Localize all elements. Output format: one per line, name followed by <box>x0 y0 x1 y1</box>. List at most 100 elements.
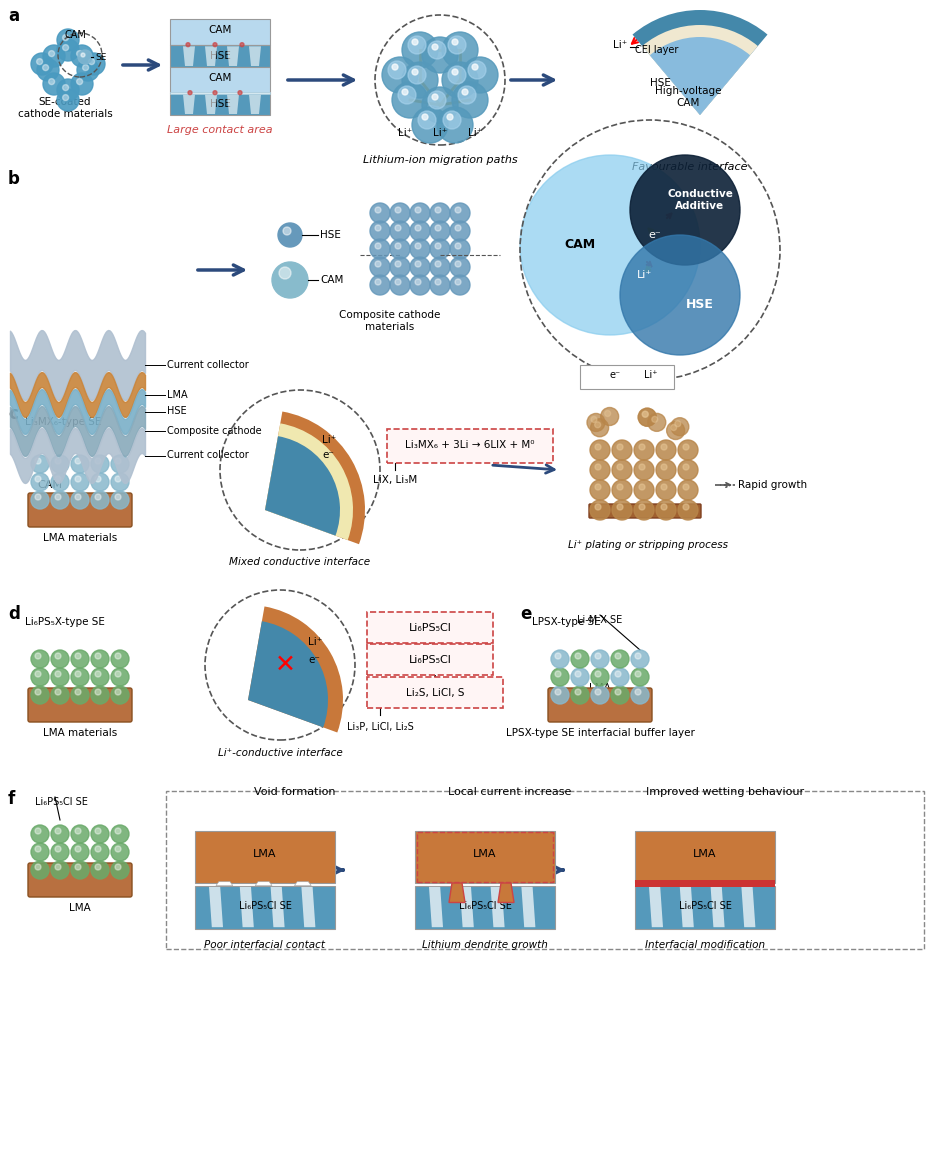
Circle shape <box>63 84 69 90</box>
Circle shape <box>458 85 476 104</box>
Circle shape <box>35 690 41 695</box>
Circle shape <box>63 95 69 100</box>
Circle shape <box>450 258 470 277</box>
Circle shape <box>31 668 49 686</box>
Circle shape <box>75 653 81 660</box>
Circle shape <box>683 484 689 490</box>
FancyBboxPatch shape <box>195 830 335 884</box>
Text: Large contact area: Large contact area <box>167 125 272 135</box>
Circle shape <box>402 89 408 95</box>
Text: e⁻: e⁻ <box>308 655 320 665</box>
Circle shape <box>71 668 89 686</box>
Text: HSE: HSE <box>649 79 671 88</box>
FancyBboxPatch shape <box>387 429 553 463</box>
Text: CEI layer: CEI layer <box>635 45 678 55</box>
Circle shape <box>35 864 41 870</box>
Circle shape <box>462 89 468 95</box>
Circle shape <box>435 261 441 267</box>
Polygon shape <box>522 887 536 927</box>
Circle shape <box>648 413 666 431</box>
FancyBboxPatch shape <box>635 880 775 887</box>
Circle shape <box>430 221 450 241</box>
Circle shape <box>370 275 390 295</box>
Circle shape <box>395 243 401 249</box>
Circle shape <box>57 89 79 111</box>
Text: LMA materials: LMA materials <box>43 728 118 738</box>
Circle shape <box>78 50 92 64</box>
Circle shape <box>450 203 470 223</box>
Circle shape <box>410 239 430 259</box>
Circle shape <box>412 39 418 45</box>
Circle shape <box>91 474 109 491</box>
Text: LMA: LMA <box>167 389 188 400</box>
Circle shape <box>95 845 101 852</box>
Circle shape <box>612 460 632 480</box>
Circle shape <box>31 825 49 843</box>
Circle shape <box>37 59 59 81</box>
Circle shape <box>392 64 398 70</box>
Circle shape <box>51 650 69 668</box>
Text: LMA materials: LMA materials <box>43 532 118 543</box>
Circle shape <box>671 418 689 435</box>
Text: Li-M-X SE: Li-M-X SE <box>578 614 622 625</box>
Polygon shape <box>271 887 285 927</box>
Polygon shape <box>711 887 725 927</box>
Text: Point
contacts: Point contacts <box>172 37 211 57</box>
Text: Li₃P, LiCl, Li₂S: Li₃P, LiCl, Li₂S <box>347 722 413 732</box>
Circle shape <box>382 57 418 94</box>
Circle shape <box>375 207 381 213</box>
Wedge shape <box>248 606 343 732</box>
Polygon shape <box>742 887 756 927</box>
Circle shape <box>428 40 446 59</box>
Text: HSE: HSE <box>167 407 187 417</box>
Circle shape <box>422 87 458 122</box>
Circle shape <box>395 280 401 285</box>
Circle shape <box>617 444 623 450</box>
Polygon shape <box>449 884 465 902</box>
Circle shape <box>111 650 129 668</box>
Circle shape <box>617 504 623 511</box>
Text: CAM: CAM <box>64 30 86 40</box>
Circle shape <box>412 69 418 75</box>
Circle shape <box>279 267 291 280</box>
Circle shape <box>575 690 581 695</box>
Circle shape <box>75 494 81 500</box>
Circle shape <box>620 234 740 355</box>
Text: Li₆PS₅Cl SE: Li₆PS₅Cl SE <box>35 797 88 807</box>
Polygon shape <box>680 887 694 927</box>
Text: LPSX-type SE interfacial buffer layer: LPSX-type SE interfacial buffer layer <box>506 728 694 738</box>
Text: Composite cathode
materials: Composite cathode materials <box>340 310 440 331</box>
Circle shape <box>555 690 561 695</box>
Circle shape <box>595 671 601 677</box>
Circle shape <box>395 207 401 213</box>
Circle shape <box>452 39 458 45</box>
Circle shape <box>71 860 89 879</box>
Circle shape <box>31 474 49 491</box>
Circle shape <box>430 239 450 259</box>
Circle shape <box>661 444 667 450</box>
FancyBboxPatch shape <box>635 830 775 884</box>
Circle shape <box>55 476 61 482</box>
Circle shape <box>408 36 426 54</box>
Circle shape <box>402 32 438 68</box>
Circle shape <box>71 73 93 95</box>
Circle shape <box>402 62 438 98</box>
Circle shape <box>71 650 89 668</box>
Text: LMA: LMA <box>589 683 611 693</box>
Circle shape <box>111 825 129 843</box>
Circle shape <box>77 59 99 81</box>
Circle shape <box>520 155 700 335</box>
Circle shape <box>415 243 421 249</box>
Circle shape <box>635 690 641 695</box>
FancyBboxPatch shape <box>415 886 555 929</box>
Circle shape <box>635 671 641 677</box>
Circle shape <box>31 53 53 75</box>
Text: SE coating: SE coating <box>172 90 220 99</box>
Circle shape <box>57 79 79 100</box>
Text: Li⁺: Li⁺ <box>644 370 658 380</box>
Circle shape <box>422 37 458 73</box>
Circle shape <box>272 262 308 298</box>
Text: SE: SE <box>95 52 106 61</box>
Circle shape <box>370 221 390 241</box>
Circle shape <box>115 864 121 870</box>
